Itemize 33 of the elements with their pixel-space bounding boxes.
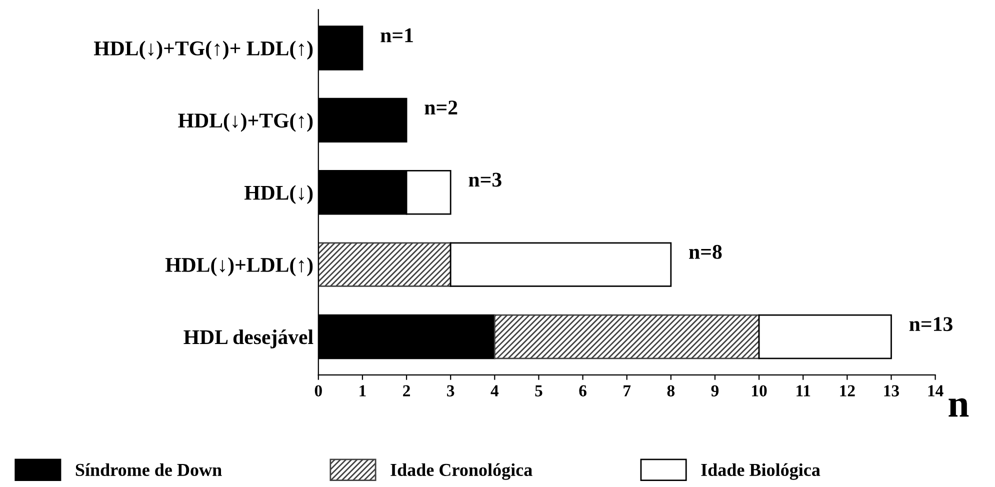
x-tick-label: 0 xyxy=(314,385,322,396)
y-tick-label: HDL(↓)+TG(↑)+ LDL(↑) xyxy=(94,40,313,60)
x-tick-label: 1 xyxy=(360,385,366,396)
x-tick-label: 10 xyxy=(752,385,767,396)
total-label: n=2 xyxy=(424,100,458,114)
x-tick-label: 2 xyxy=(403,385,410,396)
y-tick-label: HDL(↓)+TG(↑) xyxy=(178,112,313,132)
x-tick-label: 9 xyxy=(711,385,719,396)
x-tick-label: 8 xyxy=(667,385,675,396)
x-tick-label: 12 xyxy=(840,385,855,396)
x-tick-label: 5 xyxy=(535,385,542,396)
bar xyxy=(450,242,672,287)
x-tick-label: 6 xyxy=(579,385,586,396)
x-tick-label: 13 xyxy=(884,385,899,396)
total-label: n=13 xyxy=(909,317,952,332)
legend-label: Idade Cronológica xyxy=(390,463,532,480)
x-tick-label: 14 xyxy=(928,385,944,396)
y-tick-label: HDL desejável xyxy=(184,329,314,348)
y-tick-label: HDL(↓)+LDL(↑) xyxy=(165,257,313,276)
legend-label: Idade Biológica xyxy=(701,463,820,480)
total-label: n=8 xyxy=(689,244,722,259)
x-tick-label: 3 xyxy=(447,385,454,396)
x-tick-label: 7 xyxy=(624,385,631,396)
bar xyxy=(494,314,760,360)
total-label: n=1 xyxy=(380,28,413,42)
y-tick-label: HDL(↓) xyxy=(244,185,313,204)
x-axis-title: n xyxy=(948,398,969,417)
bar xyxy=(758,314,892,360)
total-label: n=3 xyxy=(468,172,502,187)
legend-label: Síndrome de Down xyxy=(76,463,222,476)
x-tick-label: 4 xyxy=(490,385,499,396)
x-tick-label: 11 xyxy=(796,385,810,396)
bar xyxy=(318,242,452,287)
